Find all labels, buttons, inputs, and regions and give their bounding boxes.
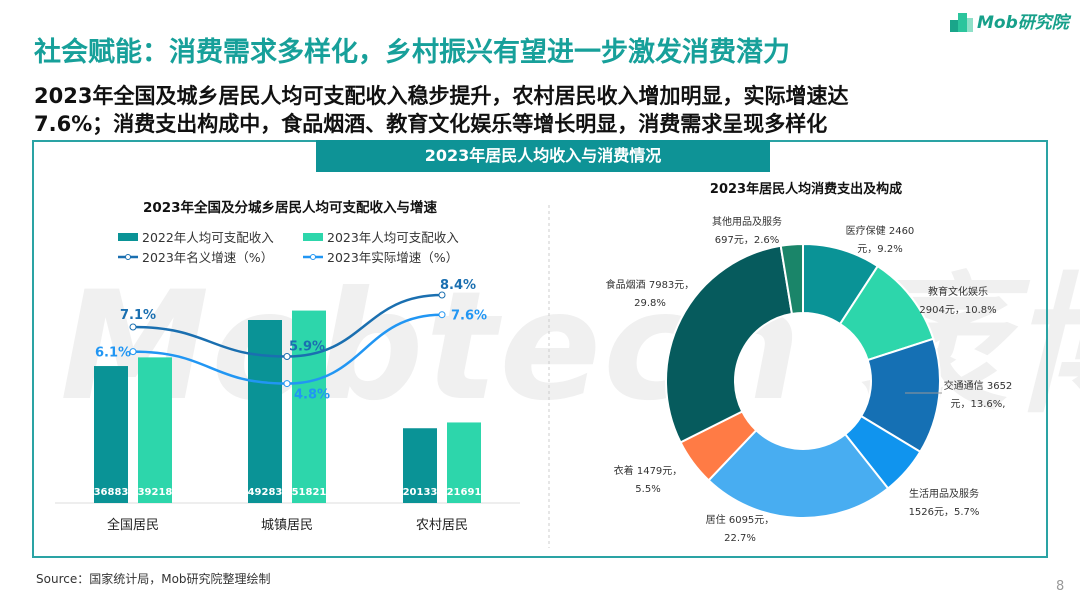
page-title: 社会赋能：消费需求多样化，乡村振兴有望进一步激发消费潜力 xyxy=(34,37,790,68)
line-point xyxy=(129,348,137,356)
logo-building-icon xyxy=(950,12,973,32)
bar-value-label: 51821 xyxy=(292,487,327,498)
legend-marker xyxy=(310,254,316,260)
slice-label: 交通通信 3652 xyxy=(944,379,1013,392)
legend-label: 2023年人均可支配收入 xyxy=(327,230,459,245)
slice-label-value: 2904元，10.8% xyxy=(919,305,996,316)
line-point xyxy=(438,311,446,319)
slice-label: 衣着 1479元， xyxy=(614,464,683,477)
slice-label: 其他用品及服务 xyxy=(712,215,782,228)
bar xyxy=(94,366,128,503)
line-point xyxy=(283,380,291,388)
slice-label-value: 1526元，5.7% xyxy=(909,507,980,518)
legend-swatch xyxy=(118,233,138,241)
slice-label-value: 5.5% xyxy=(635,484,660,495)
bar-value-label: 49283 xyxy=(248,487,283,498)
slice-label: 医疗保健 2460 xyxy=(846,224,915,237)
growth-label: 8.4% xyxy=(440,278,476,293)
legend-label: 2022年人均可支配收入 xyxy=(142,230,274,245)
slice-label-value: 元，9.2% xyxy=(857,244,902,255)
donut-slice xyxy=(779,242,804,316)
logo-text: Mob研究院 xyxy=(977,13,1069,33)
slice-label: 食品烟酒 7983元， xyxy=(606,278,695,291)
subtitle-line-2: 7.6%；消费支出构成中，食品烟酒、教育文化娱乐等增长明显，消费需求呈现多样化 xyxy=(34,112,828,136)
bar-value-label: 36883 xyxy=(94,487,129,498)
growth-label: 7.1% xyxy=(120,308,156,323)
slice-label-value: 22.7% xyxy=(724,533,756,544)
growth-label: 6.1% xyxy=(95,346,131,361)
donut-slice xyxy=(707,428,890,519)
legend-label: 2023年实际增速（%） xyxy=(327,250,458,265)
legend-swatch xyxy=(303,233,323,241)
subtitle-line-1: 2023年全国及城乡居民人均可支配收入稳步提升，农村居民收入增加明显，实际增速达 xyxy=(34,84,849,108)
bar-chart-title: 2023年全国及分城乡居民人均可支配收入与增速 xyxy=(143,199,438,216)
growth-label: 7.6% xyxy=(451,309,487,324)
category-label: 城镇居民 xyxy=(261,518,313,533)
line-point xyxy=(438,291,446,299)
category-label: 农村居民 xyxy=(416,518,468,533)
bar xyxy=(447,422,481,503)
bar xyxy=(248,320,282,503)
bar xyxy=(403,428,437,503)
category-label: 全国居民 xyxy=(107,517,159,533)
panel-banner: 2023年居民人均收入与消费情况 xyxy=(316,140,770,172)
growth-label: 4.8% xyxy=(294,388,330,403)
line-point xyxy=(129,323,137,331)
growth-label: 5.9% xyxy=(289,340,325,355)
slice-label-value: 697元，2.6% xyxy=(715,235,780,246)
bar xyxy=(292,310,326,503)
source-note: Source：国家统计局，Mob研究院整理绘制 xyxy=(36,572,271,586)
donut-slice xyxy=(665,244,794,444)
bar-value-label: 20133 xyxy=(403,487,438,498)
growth-line xyxy=(132,313,443,385)
legend-marker xyxy=(125,254,131,260)
bar xyxy=(138,357,172,503)
donut-chart-title: 2023年居民人均消费支出及构成 xyxy=(710,181,902,197)
page-number: 8 xyxy=(1056,579,1065,594)
slice-label: 居住 6095元， xyxy=(706,513,775,526)
legend-label: 2023年名义增速（%） xyxy=(142,250,273,265)
logo: Mob研究院 xyxy=(948,8,1069,33)
slice-label-value: 元，13.6%, xyxy=(951,399,1006,410)
slice-label: 生活用品及服务 xyxy=(909,487,979,500)
slice-label-value: 29.8% xyxy=(634,298,666,309)
bar-value-label: 39218 xyxy=(138,487,173,498)
line-point xyxy=(283,353,291,361)
slice-label: 教育文化娱乐 xyxy=(928,285,988,298)
bar-value-label: 21691 xyxy=(447,487,482,498)
